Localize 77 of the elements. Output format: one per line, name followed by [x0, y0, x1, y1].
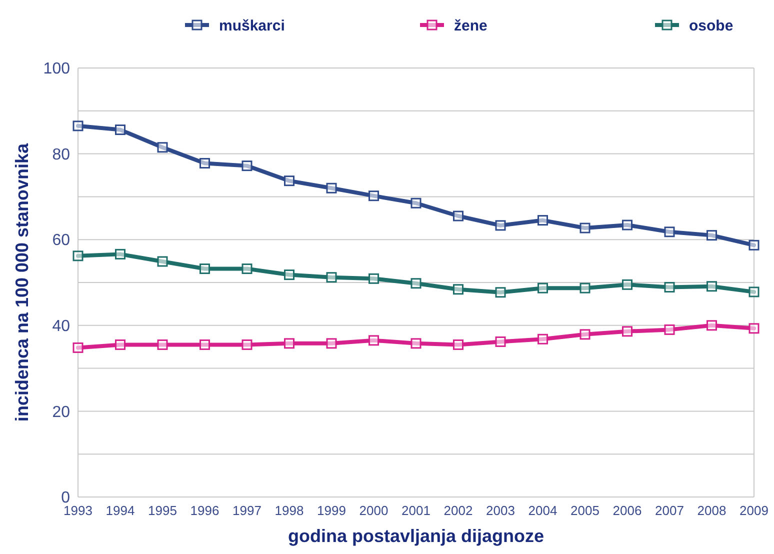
point: [580, 222, 590, 234]
point: [326, 182, 337, 194]
point: [284, 176, 294, 186]
point: [200, 339, 210, 350]
point: [242, 264, 252, 274]
point: [72, 120, 84, 132]
point: [200, 264, 210, 274]
point: [368, 273, 379, 284]
y-tick-label: 60: [52, 232, 70, 250]
x-tick-label: 2007: [655, 503, 684, 518]
point: [242, 339, 252, 350]
point: [157, 142, 168, 153]
x-tick-label: 2000: [359, 503, 388, 518]
point: [326, 272, 337, 283]
point: [580, 282, 590, 294]
point: [622, 326, 632, 337]
point: [326, 338, 337, 349]
point: [748, 240, 760, 250]
point: [157, 256, 168, 267]
legend-label: muškarci: [219, 17, 285, 34]
x-tick-label: 2009: [740, 503, 768, 518]
point: [622, 279, 632, 290]
x-axis-title: godina postavljanja dijagnoze: [288, 526, 544, 546]
point: [538, 334, 548, 344]
point: [622, 220, 632, 230]
point: [368, 190, 379, 202]
y-axis-title: incidenca na 100 000 stanovnika: [12, 142, 32, 422]
point: [157, 339, 168, 350]
point: [453, 284, 464, 295]
point: [72, 250, 84, 262]
point: [538, 215, 548, 226]
point: [72, 342, 84, 353]
x-tick-label: 1997: [232, 503, 262, 518]
x-tick-label: 2006: [612, 503, 642, 518]
point: [368, 335, 379, 346]
point: [706, 230, 717, 241]
point: [410, 198, 422, 208]
x-tick-label: 1999: [317, 503, 346, 518]
point: [706, 281, 717, 292]
point: [538, 282, 548, 294]
x-tick-label: 2008: [697, 503, 726, 518]
point: [115, 248, 126, 260]
point: [453, 339, 464, 350]
point: [284, 338, 294, 349]
point: [410, 278, 422, 289]
point: [115, 124, 126, 136]
point: [748, 286, 760, 298]
point: [200, 158, 210, 168]
point: [115, 339, 126, 350]
x-tick-label: 2002: [444, 503, 473, 518]
point: [495, 220, 506, 231]
point: [410, 338, 422, 349]
x-tick-label: 2005: [570, 503, 600, 518]
x-tick-label: 1998: [274, 503, 304, 518]
legend-label: žene: [454, 17, 488, 34]
point: [664, 282, 675, 292]
point: [748, 323, 760, 334]
y-tick-label: 100: [43, 60, 70, 78]
x-tick-label: 1996: [190, 503, 220, 518]
x-tick-label: 1995: [148, 503, 177, 518]
point: [495, 287, 506, 298]
y-tick-label: 20: [52, 404, 70, 421]
point: [284, 270, 294, 280]
x-tick-label: 2001: [402, 503, 430, 518]
legend-label: osobe: [689, 17, 734, 34]
point: [706, 320, 717, 331]
x-tick-label: 2004: [528, 503, 558, 518]
y-tick-label: 80: [52, 146, 70, 164]
point: [453, 210, 464, 222]
point: [242, 160, 252, 172]
x-tick-label: 1994: [106, 503, 135, 518]
point: [664, 324, 675, 335]
point: [664, 226, 675, 238]
point: [580, 329, 590, 340]
x-tick-label: 2003: [486, 503, 515, 518]
y-tick-label: 40: [52, 318, 70, 335]
point: [495, 336, 506, 347]
